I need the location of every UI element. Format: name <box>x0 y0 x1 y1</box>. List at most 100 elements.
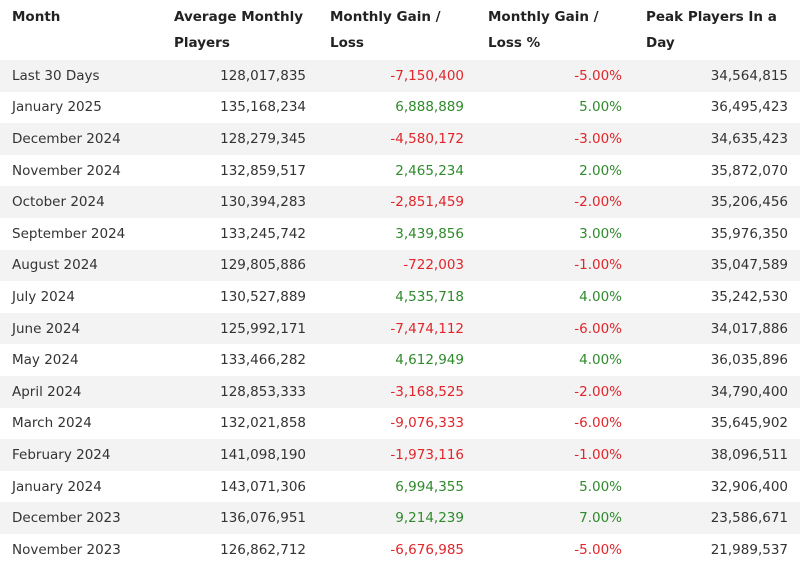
gain-loss-cell: -2,851,459 <box>318 186 476 218</box>
gain-loss-percent-cell: 3.00% <box>476 217 634 250</box>
peak-players-cell: 36,035,896 <box>634 344 800 376</box>
month-cell: June 2024 <box>0 312 162 345</box>
gain-loss-cell: 3,439,856 <box>318 217 476 250</box>
peak-players-cell: 34,564,815 <box>634 60 800 92</box>
peak-players-cell: 35,645,902 <box>634 407 800 440</box>
gain-loss-cell: -7,150,400 <box>318 60 476 92</box>
average-players-cell: 125,992,171 <box>162 312 318 345</box>
gain-loss-percent-cell: 5.00% <box>476 470 634 503</box>
gain-loss-cell: -9,076,333 <box>318 407 476 440</box>
gain-loss-percent-cell: 2.00% <box>476 154 634 187</box>
average-players-cell: 130,394,283 <box>162 186 318 218</box>
peak-players-cell: 21,989,537 <box>634 533 800 566</box>
header-monthly-gain-loss: Monthly Gain / Loss <box>330 9 441 51</box>
average-players-cell: 133,245,742 <box>162 217 318 250</box>
gain-loss-percent-cell: -5.00% <box>476 60 634 92</box>
month-cell: December 2023 <box>0 502 162 534</box>
month-cell: August 2024 <box>0 249 162 282</box>
gain-loss-cell: 4,612,949 <box>318 344 476 376</box>
average-players-cell: 130,527,889 <box>162 281 318 313</box>
gain-loss-percent-cell: -3.00% <box>476 123 634 155</box>
peak-players-cell: 34,790,400 <box>634 375 800 408</box>
table-row: Last 30 Days 128,017,835 -7,150,400 -5.00% 3… <box>0 60 800 92</box>
month-cell: December 2024 <box>0 123 162 155</box>
month-cell: Last 30 Days <box>0 60 162 92</box>
gain-loss-cell: 2,465,234 <box>318 154 476 187</box>
average-players-cell: 128,017,835 <box>162 60 318 92</box>
table-row: August 2024 129,805,886 -722,003 -1.00% 35,0… <box>0 249 800 282</box>
month-cell: November 2024 <box>0 154 162 187</box>
table-row: February 2024 141,098,190 -1,973,116 -1.00%… <box>0 439 800 471</box>
table-row: December 2024 128,279,345 -4,580,172 -3.00%… <box>0 123 800 155</box>
average-players-cell: 128,279,345 <box>162 123 318 155</box>
gain-loss-cell: 9,214,239 <box>318 502 476 534</box>
month-cell: October 2024 <box>0 186 162 218</box>
month-cell: January 2024 <box>0 470 162 503</box>
gain-loss-percent-cell: 4.00% <box>476 281 634 313</box>
gain-loss-percent-cell: -2.00% <box>476 186 634 218</box>
gain-loss-cell: 4,535,718 <box>318 281 476 313</box>
month-cell: September 2024 <box>0 217 162 250</box>
month-cell: March 2024 <box>0 407 162 440</box>
gain-loss-percent-cell: -1.00% <box>476 439 634 471</box>
average-players-cell: 135,168,234 <box>162 91 318 124</box>
header-average-monthly-players: Average Monthly Players <box>174 9 304 51</box>
average-players-cell: 136,076,951 <box>162 502 318 534</box>
gain-loss-cell: -722,003 <box>318 249 476 282</box>
peak-players-cell: 38,096,511 <box>634 439 800 471</box>
peak-players-cell: 35,872,070 <box>634 154 800 187</box>
gain-loss-percent-cell: -1.00% <box>476 249 634 282</box>
table-row: September 2024 133,245,742 3,439,856 3.00% 3… <box>0 217 800 250</box>
table-row: November 2024 132,859,517 2,465,234 2.00% 35… <box>0 154 800 187</box>
peak-players-cell: 35,976,350 <box>634 217 800 250</box>
gain-loss-cell: 6,888,889 <box>318 91 476 124</box>
gain-loss-percent-cell: 5.00% <box>476 91 634 124</box>
gain-loss-percent-cell: -5.00% <box>476 533 634 566</box>
table-row: November 2023 126,862,712 -6,676,985 -5.00%… <box>0 533 800 566</box>
peak-players-cell: 35,047,589 <box>634 249 800 282</box>
average-players-cell: 132,859,517 <box>162 154 318 187</box>
average-players-cell: 143,071,306 <box>162 470 318 503</box>
gain-loss-percent-cell: 7.00% <box>476 502 634 534</box>
table-row: January 2025 135,168,234 6,888,889 5.00% 36,… <box>0 91 800 124</box>
gain-loss-cell: -6,676,985 <box>318 533 476 566</box>
table-row: May 2024 133,466,282 4,612,949 4.00% 36,035,… <box>0 344 800 376</box>
table-row: July 2024 130,527,889 4,535,718 4.00% 35,242… <box>0 281 800 313</box>
table-row: October 2024 130,394,283 -2,851,459 -2.00% 3… <box>0 186 800 218</box>
month-cell: January 2025 <box>0 91 162 124</box>
gain-loss-percent-cell: 4.00% <box>476 344 634 376</box>
table-header-row: Month Average Monthly Players Monthly Ga… <box>0 0 800 60</box>
average-players-cell: 141,098,190 <box>162 439 318 471</box>
table-row: April 2024 128,853,333 -3,168,525 -2.00% 34,… <box>0 375 800 408</box>
gain-loss-cell: -4,580,172 <box>318 123 476 155</box>
table-row: March 2024 132,021,858 -9,076,333 -6.00% 35,… <box>0 407 800 440</box>
month-cell: November 2023 <box>0 533 162 566</box>
table-row: January 2024 143,071,306 6,994,355 5.00% 32,… <box>0 470 800 503</box>
gain-loss-cell: -1,973,116 <box>318 439 476 471</box>
gain-loss-cell: 6,994,355 <box>318 470 476 503</box>
month-cell: February 2024 <box>0 439 162 471</box>
gain-loss-percent-cell: -6.00% <box>476 312 634 345</box>
gain-loss-cell: -7,474,112 <box>318 312 476 345</box>
peak-players-cell: 34,017,886 <box>634 312 800 345</box>
peak-players-cell: 35,242,530 <box>634 281 800 313</box>
table-body: Last 30 Days 128,017,835 -7,150,400 -5.00% 3… <box>0 60 800 566</box>
header-peak-players: Peak Players In a Day <box>646 9 777 51</box>
average-players-cell: 133,466,282 <box>162 344 318 376</box>
peak-players-cell: 34,635,423 <box>634 123 800 155</box>
header-monthly-gain-loss-percent: Monthly Gain / Loss % <box>488 9 599 51</box>
gain-loss-cell: -3,168,525 <box>318 375 476 408</box>
month-cell: July 2024 <box>0 281 162 313</box>
month-cell: May 2024 <box>0 344 162 376</box>
average-players-cell: 129,805,886 <box>162 249 318 282</box>
table-row: June 2024 125,992,171 -7,474,112 -6.00% 34,0… <box>0 312 800 345</box>
average-players-cell: 128,853,333 <box>162 375 318 408</box>
peak-players-cell: 36,495,423 <box>634 91 800 124</box>
gain-loss-percent-cell: -6.00% <box>476 407 634 440</box>
month-cell: April 2024 <box>0 375 162 408</box>
average-players-cell: 132,021,858 <box>162 407 318 440</box>
header-month: Month <box>12 9 61 25</box>
gain-loss-percent-cell: -2.00% <box>476 375 634 408</box>
average-players-cell: 126,862,712 <box>162 533 318 566</box>
